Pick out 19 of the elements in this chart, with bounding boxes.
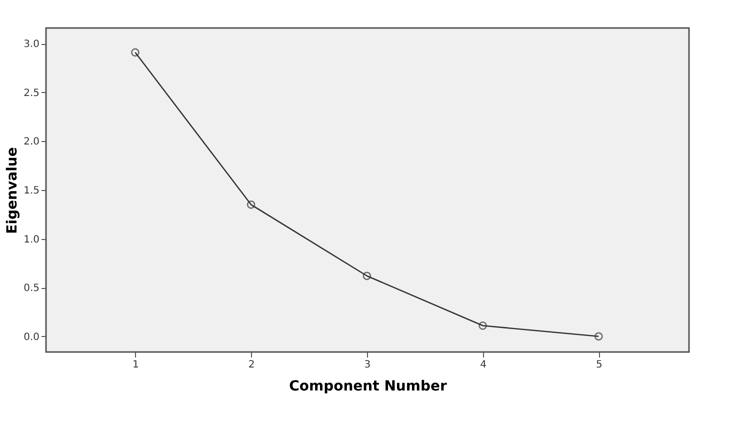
y-tick-label: 1.5 <box>24 186 40 196</box>
point <box>478 321 487 330</box>
x-tick-label: 4 <box>480 360 486 370</box>
y-tick-label: 3.0 <box>24 39 40 50</box>
x-tick-label: 1 <box>132 360 139 370</box>
point <box>131 48 140 57</box>
y-tick-label: 0.0 <box>24 332 40 343</box>
x-tick-label: 5 <box>596 360 602 370</box>
y-axis-title: Eigenvalue <box>4 147 21 234</box>
point <box>246 200 256 209</box>
y-tick-label: 0.5 <box>24 283 40 294</box>
x-axis-title: Component Number <box>289 378 447 394</box>
x-tick-label: 3 <box>364 360 371 370</box>
y-tick-label: 2.0 <box>24 136 40 148</box>
x-tick-label: 2 <box>248 360 255 370</box>
point <box>594 332 603 341</box>
point <box>362 272 372 280</box>
y-tick-label: 2.5 <box>24 88 40 99</box>
y-tick-label: 1.0 <box>24 234 40 246</box>
